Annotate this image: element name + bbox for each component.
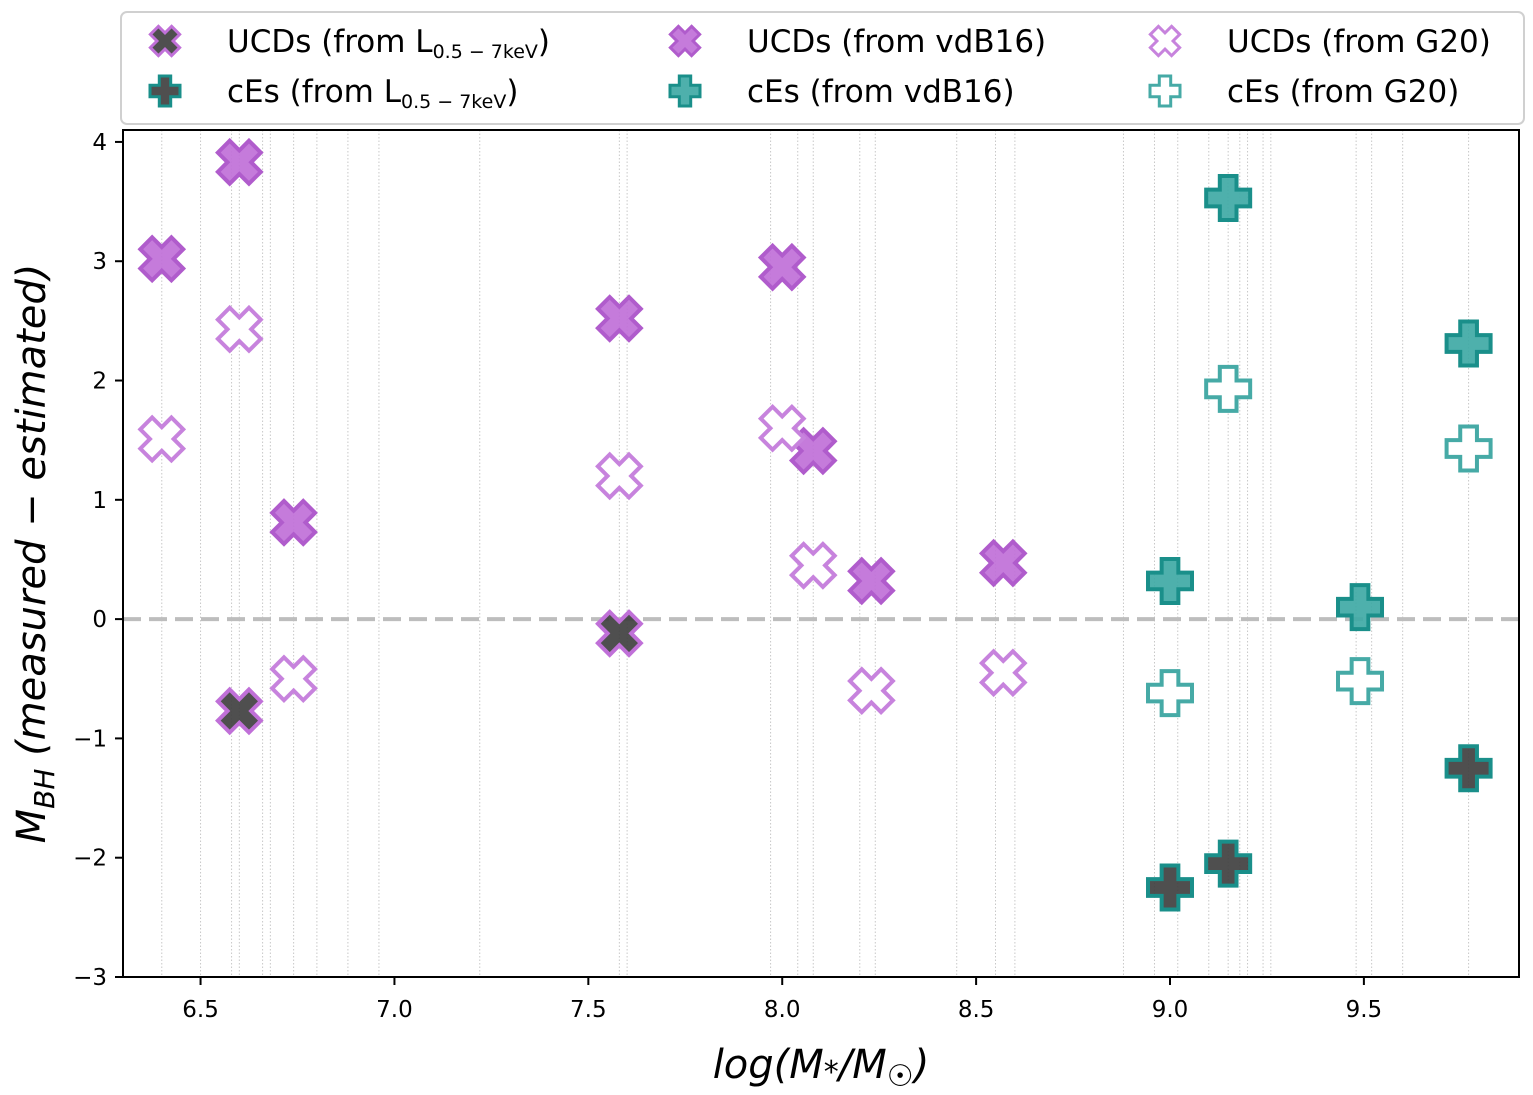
x-axis-title: log(M*/M☉) [713, 1042, 930, 1094]
legend-label: UCDs (from L0.5 − 7keV) [227, 24, 550, 63]
ucd-point-series-2 [978, 538, 1028, 588]
x-tick-label: 8.5 [958, 997, 995, 1023]
legend-marker [148, 74, 182, 108]
legend: UCDs (from L0.5 − 7keV) cEs (from L0.5 − … [120, 11, 1525, 125]
plot-frame [122, 129, 1520, 978]
ucd-point-series-4 [978, 648, 1028, 698]
y-tick-label: 2 [92, 369, 107, 395]
ucd-point-series-4 [137, 414, 187, 464]
y-tick-label: 4 [92, 130, 107, 156]
ce-point-series-1 [1146, 863, 1194, 912]
ucd-point-series-0 [595, 609, 644, 658]
ucd-point-series-2 [595, 294, 644, 343]
y-axis-title: MBH (measured − estimated) [9, 264, 61, 844]
legend-label: cEs (from G20) [1227, 74, 1459, 110]
ucd-point-series-2 [215, 137, 264, 187]
ce-point-series-1 [1444, 744, 1493, 793]
ce-point-series-3 [1146, 556, 1194, 605]
ucd-point-series-4 [757, 403, 807, 453]
legend-marker [668, 24, 702, 58]
x-tick-label: 9.5 [1346, 997, 1383, 1023]
x-tick-label: 8.0 [764, 997, 801, 1023]
ucd-point-series-2 [269, 498, 318, 547]
legend-marker [1148, 74, 1182, 108]
legend-label: cEs (from L0.5 − 7keV) [227, 74, 518, 113]
ucd-point-series-4 [269, 654, 318, 704]
ucd-point-series-4 [215, 304, 264, 354]
ce-point-series-5 [1336, 657, 1385, 706]
y-axis-ticks: 4 3 2 1 0 −1 −2 −3 [73, 130, 123, 991]
ce-point-series-5 [1204, 364, 1253, 413]
ce-point-series-5 [1444, 424, 1493, 473]
ucd-point-series-0 [215, 686, 264, 736]
legend-marker [1148, 24, 1182, 58]
x-tick-label: 9.0 [1152, 997, 1189, 1023]
y-tick-label: −2 [73, 846, 107, 872]
y-tick-label: −3 [73, 965, 107, 991]
x-tick-label: 7.0 [376, 997, 413, 1023]
ce-point-series-3 [1336, 583, 1385, 632]
ce-point-series-5 [1146, 669, 1194, 718]
legend-marker [668, 74, 702, 108]
y-tick-label: 3 [92, 249, 107, 275]
ucd-point-series-2 [137, 234, 187, 284]
ucd-point-series-4 [595, 451, 644, 501]
y-tick-label: 1 [92, 488, 107, 514]
data-points [137, 137, 1493, 912]
x-axis-ticks: 6.5 7.0 7.5 8.0 8.5 9.0 9.5 [182, 977, 1382, 1023]
ce-point-series-3 [1444, 319, 1493, 368]
ucd-point-series-4 [847, 666, 896, 715]
ucd-point-series-4 [788, 541, 838, 590]
x-tick-label: 6.5 [182, 997, 219, 1023]
ucd-point-series-2 [847, 556, 896, 606]
y-tick-label: −1 [73, 726, 107, 752]
legend-label: cEs (from vdB16) [747, 74, 1015, 110]
legend-marker [148, 24, 182, 58]
x-tick-label: 7.5 [570, 997, 607, 1023]
legend-label: UCDs (from vdB16) [747, 24, 1046, 60]
legend-label: UCDs (from G20) [1227, 24, 1491, 60]
ucd-point-series-2 [757, 242, 807, 292]
y-tick-label: 0 [92, 607, 107, 633]
ce-point-series-1 [1204, 839, 1253, 888]
ce-point-series-3 [1204, 173, 1253, 222]
